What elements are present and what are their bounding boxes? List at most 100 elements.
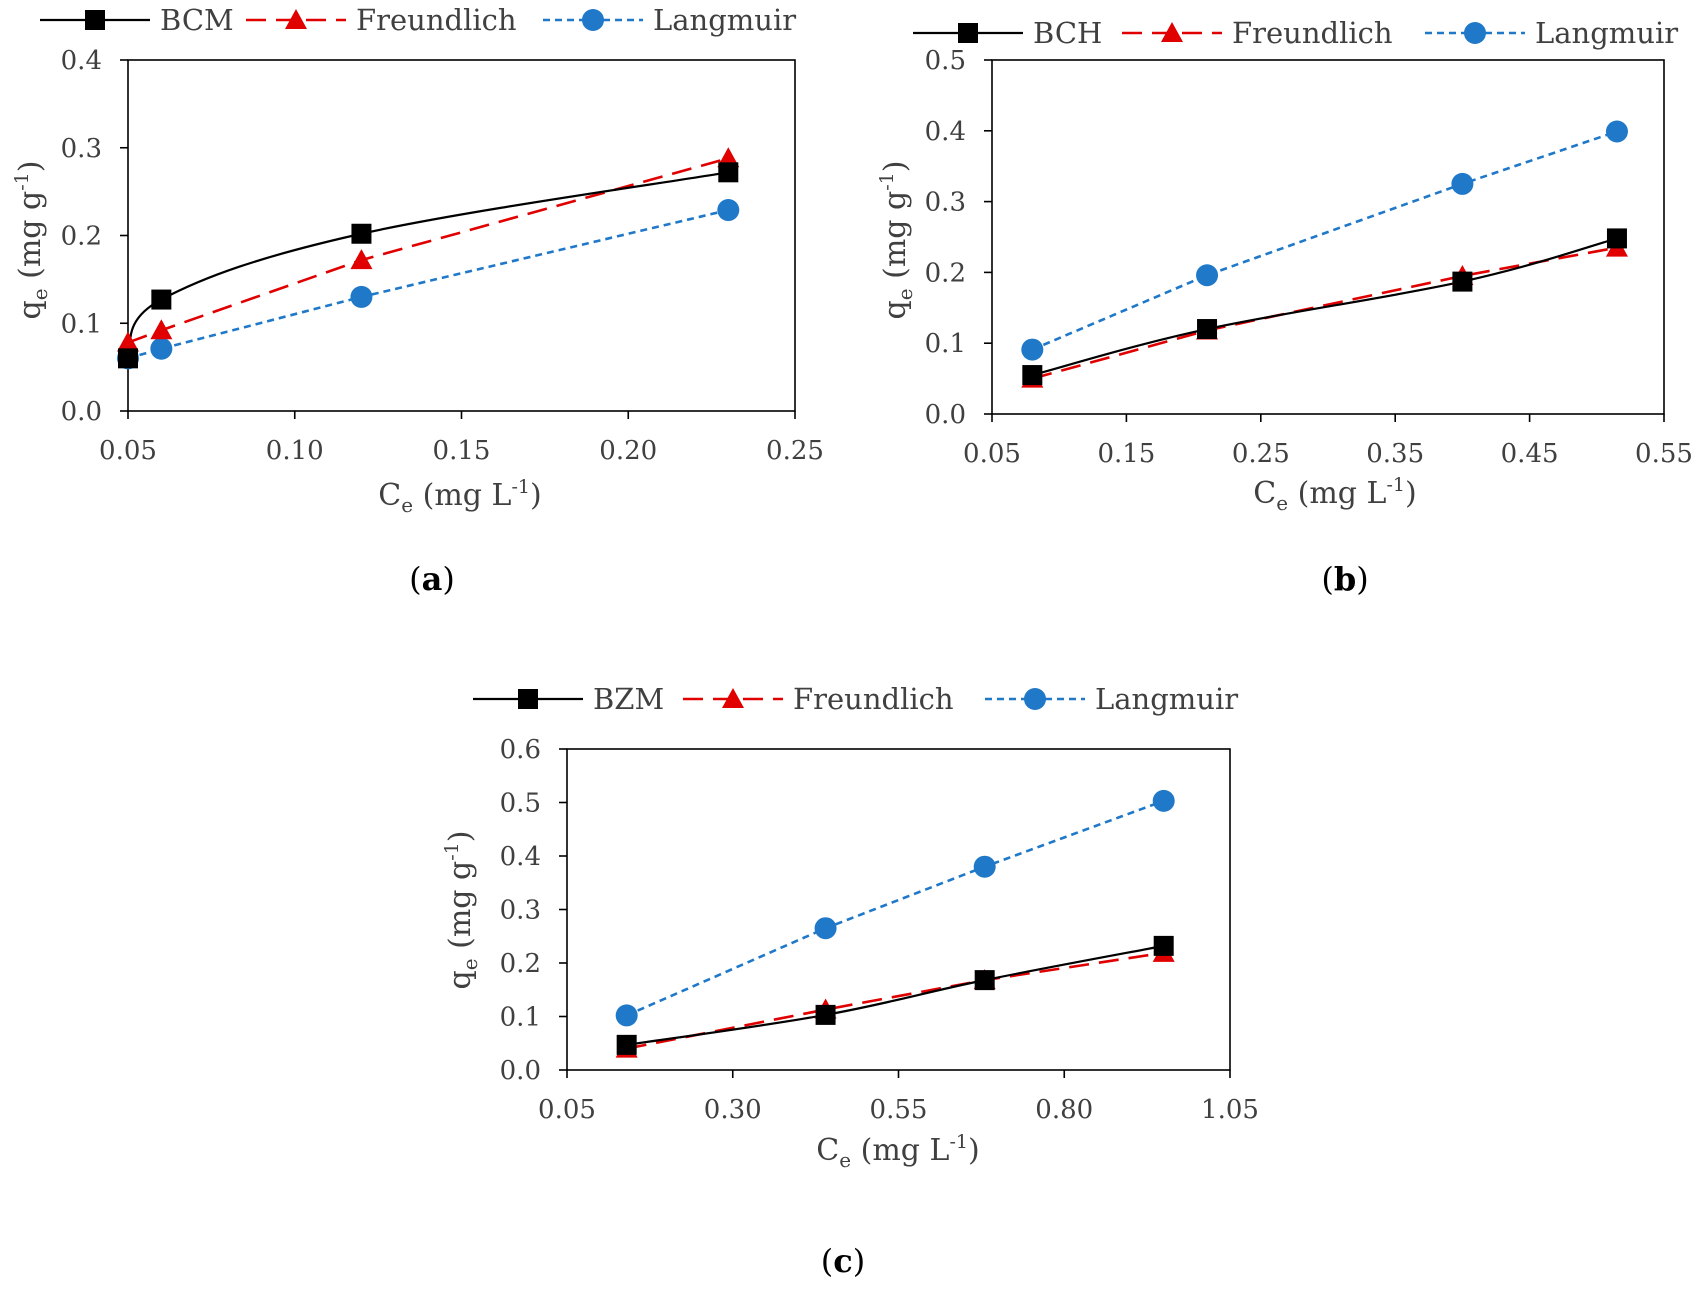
point-bch-marker [1452,271,1473,292]
legend: BZM Freundlich Langmuir [473,682,1238,716]
legend-label: BZM [593,682,664,716]
y-tick-label: 0.6 [500,735,541,765]
y-tick-label: 0.1 [925,329,966,359]
point-bcm-marker [118,348,138,369]
y-tick-label: 0.3 [500,896,541,926]
series-line-langmuir [127,208,729,360]
legend-label: Freundlich [1232,16,1393,50]
legend-label: Langmuir [1535,16,1678,50]
legend-label: Langmuir [1095,682,1238,716]
point-langmuir-marker [150,337,173,360]
point-bcm-marker [351,223,372,244]
legend-freundlich-marker [1161,22,1183,42]
x-tick-label: 0.15 [433,436,491,466]
point-langmuir-marker [1196,264,1219,287]
legend-bzm-marker [518,689,538,709]
y-tick-label: 0.2 [500,949,541,979]
point-bcm-marker [151,289,172,310]
point-langmuir-marker [717,199,740,222]
point-bzm-marker [974,970,995,991]
x-tick-label: 0.25 [766,436,824,466]
series-line-langmuir [1031,130,1618,351]
plot-area [991,59,1665,415]
point-bzm-marker [1153,935,1174,956]
y-tick-label: 0.3 [61,134,102,164]
y-tick-label: 0.1 [61,309,102,339]
point-langmuir-marker [973,855,996,878]
x-tick-label: 0.25 [1232,439,1290,469]
y-tick-label: 0.2 [925,258,966,288]
point-langmuir-marker [1021,338,1044,361]
point-langmuir-marker [1152,789,1175,812]
y-tick-label: 0.4 [500,842,541,872]
point-langmuir-marker [1605,120,1628,143]
series-line-langmuir [626,799,1165,1017]
y-axis-label: qe (mg g-1) [11,161,52,320]
legend-label: BCH [1033,16,1102,50]
y-tick-label: 0.4 [925,117,966,147]
series-line-freundlich [1031,246,1618,380]
point-langmuir-marker [1451,172,1474,195]
legend-label: BCM [160,3,234,37]
chart-a: 0.05 0.10 0.15 0.20 0.25 0.0 0.1 0.2 0.3 0.4 Ce (m… [11,3,824,598]
y-tick-label: 0.5 [925,46,966,76]
x-tick-label: 0.10 [266,436,324,466]
legend-freundlich-marker [285,9,307,29]
point-bch-marker [1022,365,1043,386]
point-freundlich-marker [350,249,373,270]
point-bch-marker [1606,228,1627,249]
legend-langmuir-marker [1024,688,1046,710]
point-freundlich-marker [717,147,740,168]
y-tick-label: 0.0 [925,400,966,430]
plot-area [566,748,1231,1071]
y-tick-label: 0.4 [61,46,102,76]
point-bzm-marker [815,1004,836,1025]
panel-label: (a) [409,560,455,598]
y-axis-label: qe (mg g-1) [441,831,482,990]
x-tick-label: 0.55 [1635,439,1693,469]
x-tick-label: 0.30 [704,1095,762,1125]
legend: BCH Freundlich Langmuir [913,16,1678,50]
point-freundlich-marker [117,331,139,352]
chart-c: 0.05 0.30 0.55 0.80 1.05 0.0 0.1 0.2 0.3 0.4 0.5 0.… [441,682,1259,1280]
x-tick-label: 0.05 [99,436,157,466]
legend-freundlich-marker [722,688,744,708]
y-axis-label: qe (mg g-1) [876,161,917,320]
x-tick-label: 1.05 [1201,1095,1259,1125]
x-tick-label: 0.35 [1366,439,1424,469]
y-tick-label: 0.0 [500,1056,541,1086]
series-line-bcm [126,171,729,359]
series-line-freundlich [626,951,1164,1050]
x-tick-label: 0.80 [1035,1095,1093,1125]
x-tick-label: 0.45 [1501,439,1559,469]
point-bzm-marker [616,1034,637,1055]
point-freundlich-marker [150,319,173,340]
legend-langmuir-marker [1464,22,1486,44]
x-axis-label: Ce (mg L-1) [816,1131,979,1172]
x-tick-label: 0.55 [870,1095,928,1125]
panel-label: (c) [821,1242,865,1280]
x-axis-label: Ce (mg L-1) [1253,474,1416,515]
legend-label: Langmuir [653,3,796,37]
y-tick-label: 0.3 [925,188,966,218]
y-tick-label: 0.5 [500,789,541,819]
x-tick-label: 0.05 [538,1095,596,1125]
series-line-bch [1032,237,1618,377]
legend-bch-marker [958,23,978,43]
series-line-freundlich [127,157,729,344]
legend: BCM Freundlich Langmuir [40,3,796,37]
point-bcm-marker [718,162,739,183]
y-tick-label: 0.1 [500,1003,541,1033]
panel-label: (b) [1321,560,1368,598]
plot-area [127,59,796,412]
point-langmuir-marker [814,917,837,940]
y-tick-label: 0.2 [61,222,102,252]
x-axis-label: Ce (mg L-1) [378,476,541,517]
y-tick-label: 0.0 [61,397,102,427]
x-tick-label: 0.20 [599,436,657,466]
legend-bcm-marker [85,10,105,30]
x-tick-label: 0.15 [1097,439,1155,469]
x-tick-label: 0.05 [963,439,1021,469]
point-langmuir-marker [350,285,373,308]
